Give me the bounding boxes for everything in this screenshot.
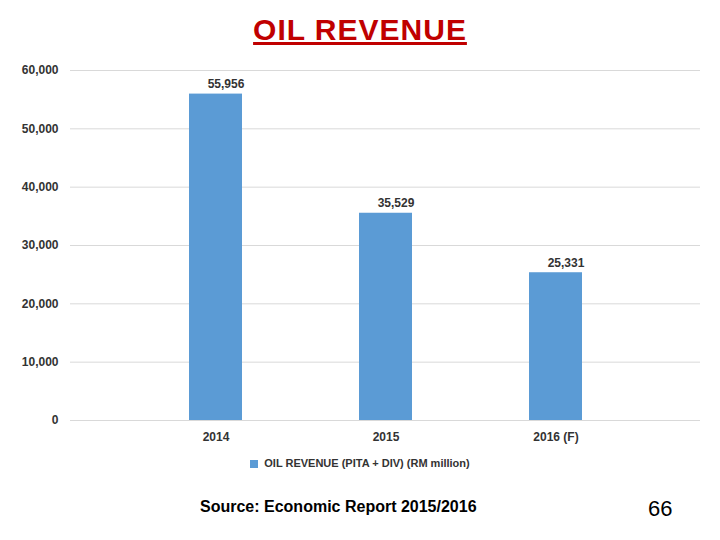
svg-text:40,000: 40,000 [22, 180, 59, 194]
svg-text:50,000: 50,000 [22, 122, 59, 136]
html-text:66: 66 [648, 496, 673, 521]
svg-text:25,331: 25,331 [548, 256, 585, 270]
svg-text:2014: 2014 [203, 430, 230, 444]
svg-text:30,000: 30,000 [22, 238, 59, 252]
svg-text:10,000: 10,000 [22, 355, 59, 369]
svg-text:60,000: 60,000 [22, 63, 59, 77]
svg-text:0: 0 [52, 413, 59, 427]
svg-text:55,956: 55,956 [208, 77, 245, 91]
html-text:OIL REVENUE (PITA + DIV) (RM m: OIL REVENUE (PITA + DIV) (RM million) [264, 457, 470, 469]
svg-text:2015: 2015 [373, 430, 400, 444]
svg-text:2016 (F): 2016 (F) [533, 430, 578, 444]
html-text:OIL REVENUE: OIL REVENUE [253, 13, 467, 46]
html-text:Source: Economic Report 2015/2: Source: Economic Report 2015/2016 [200, 498, 477, 515]
svg-text:20,000: 20,000 [22, 297, 59, 311]
svg-text:35,529: 35,529 [378, 196, 415, 210]
